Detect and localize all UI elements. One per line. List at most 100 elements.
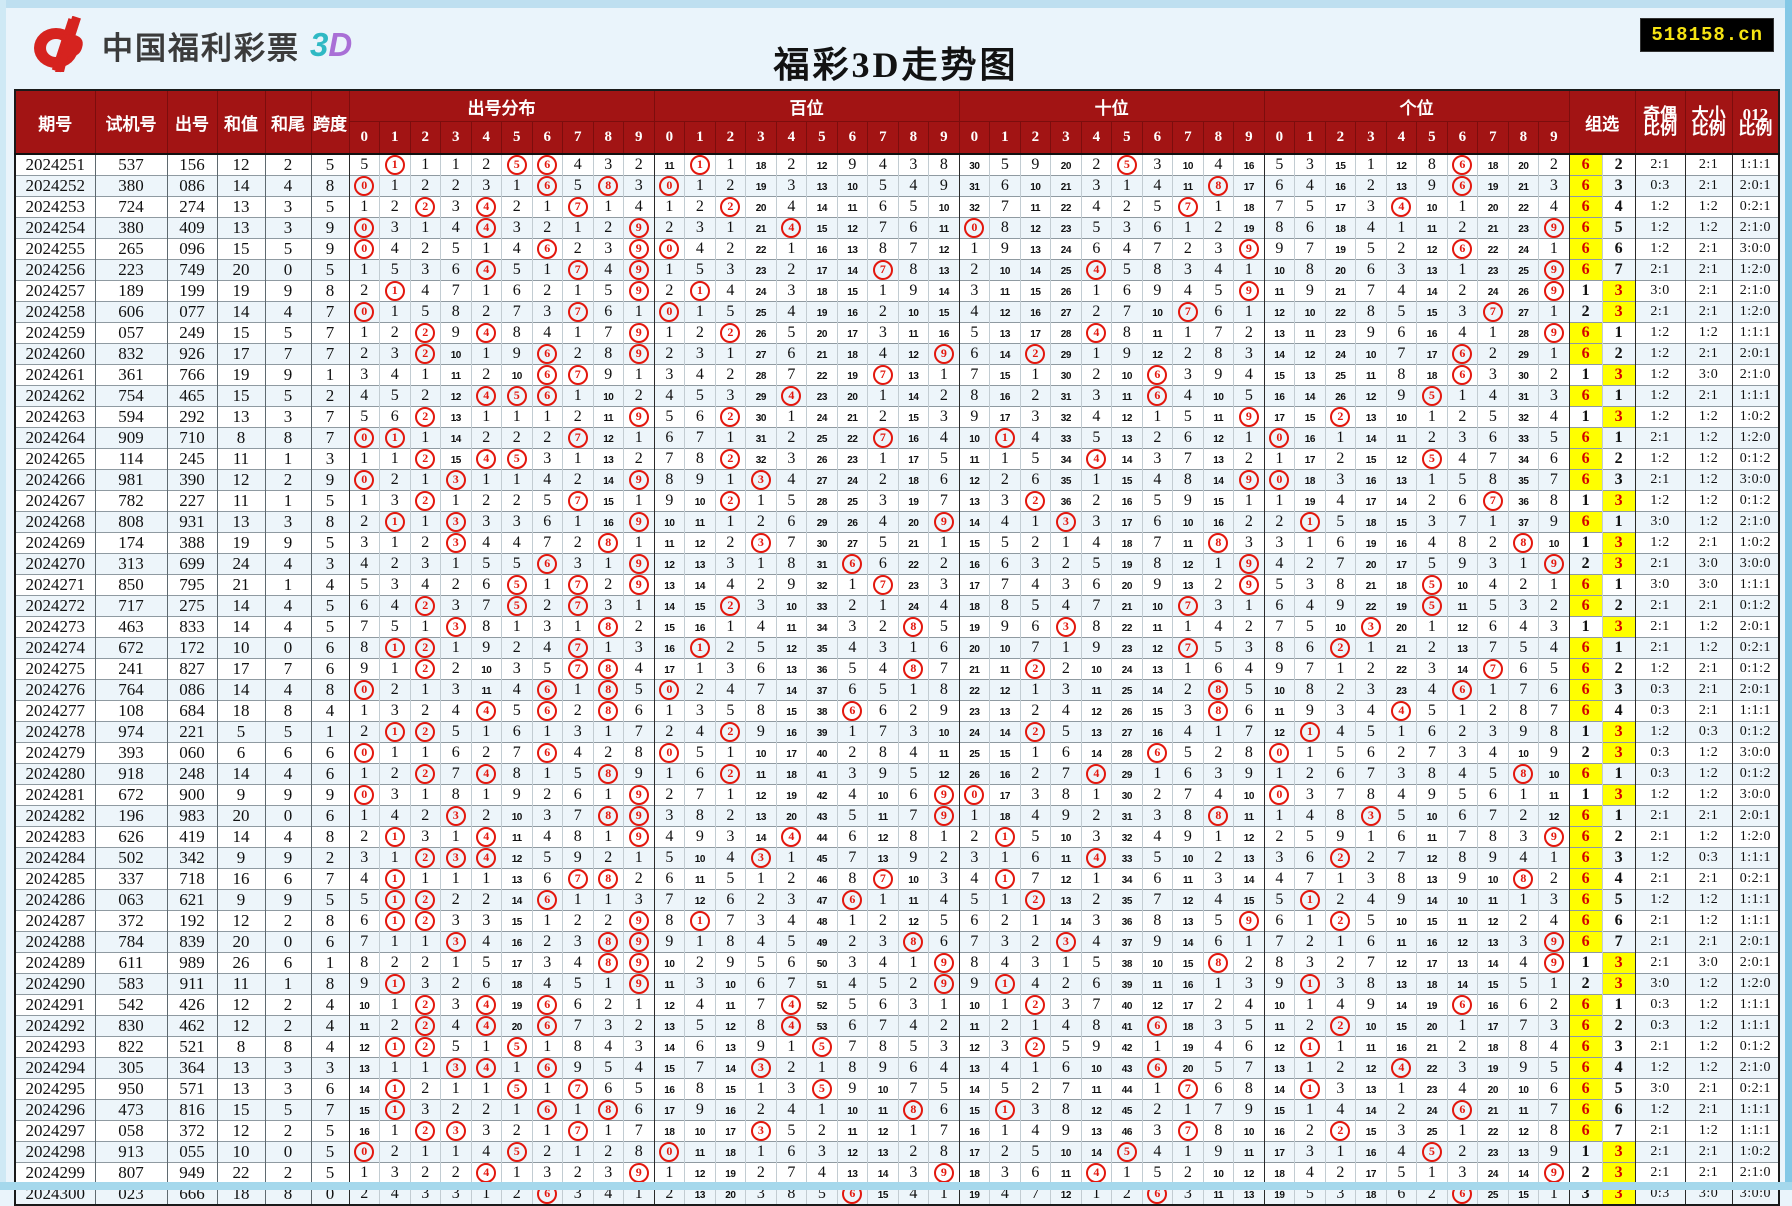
sum-tail-cell: 1 bbox=[264, 574, 311, 596]
dist-cell-0: 3 bbox=[348, 532, 380, 554]
dist-cell-3: 4 bbox=[440, 700, 471, 722]
bai-cell-5: 49 bbox=[806, 931, 838, 953]
shi-cell-0: 5 bbox=[958, 322, 990, 344]
drawn-digit-marker: 1 bbox=[1299, 1079, 1320, 1099]
bai-cell-7: 1 bbox=[867, 448, 899, 470]
group3-cell: 4 bbox=[1601, 868, 1636, 890]
shi-cell-8: 4 bbox=[1202, 889, 1234, 911]
dist-cell-8: 2 bbox=[592, 574, 624, 596]
shi-cell-0: 21 bbox=[958, 658, 990, 680]
span-cell: 6 bbox=[310, 742, 349, 764]
bai-cell-6: 24 bbox=[836, 469, 868, 491]
dist-cell-1: 4 bbox=[379, 805, 410, 827]
bai-cell-0: 1 bbox=[653, 763, 685, 785]
shi-cell-7: 11 bbox=[1172, 175, 1204, 197]
big-small-ratio-cell: 3:0 bbox=[1684, 553, 1733, 575]
big-small-ratio-cell: 1:2 bbox=[1684, 1036, 1733, 1058]
dist-cell-5: 1 bbox=[501, 616, 532, 638]
ge-cell-0: 2 bbox=[1263, 511, 1295, 533]
bai-cell-1: 1 bbox=[684, 637, 716, 659]
shi-cell-5: 7 bbox=[1111, 301, 1143, 323]
sum-tail-cell: 8 bbox=[264, 1036, 311, 1058]
drawn-digit-marker: 8 bbox=[598, 533, 619, 553]
digit-header-hundreds-4: 4 bbox=[775, 121, 808, 155]
drawn-digit-marker: 6 bbox=[537, 1058, 558, 1078]
shi-cell-5: 38 bbox=[1111, 952, 1143, 974]
shi-cell-0: 0 bbox=[958, 784, 990, 806]
test-number-cell: 784 bbox=[94, 931, 167, 953]
ge-cell-8: 9 bbox=[1507, 1057, 1539, 1079]
group3-cell: 2 bbox=[1601, 153, 1636, 176]
ge-cell-4: 18 bbox=[1385, 574, 1417, 596]
ge-cell-3: 14 bbox=[1355, 1099, 1387, 1121]
dist-cell-3: 3 bbox=[440, 595, 471, 617]
shi-cell-5: 19 bbox=[1111, 553, 1143, 575]
drawn-digit-marker: 7 bbox=[567, 302, 588, 322]
bai-cell-4: 6 bbox=[775, 343, 807, 365]
group3-cell: 3 bbox=[1601, 784, 1636, 806]
odd-even-ratio-cell: 2:1 bbox=[1634, 1036, 1686, 1058]
big-small-ratio-cell: 0:3 bbox=[1684, 721, 1733, 743]
shi-cell-5: 16 bbox=[1111, 490, 1143, 512]
draw-number-cell: 192 bbox=[166, 910, 217, 932]
drawn-digit-marker: 8 bbox=[598, 659, 619, 679]
bai-cell-0: 0 bbox=[653, 679, 685, 701]
shi-cell-9: 15 bbox=[1233, 889, 1265, 911]
drawn-digit-marker: 4 bbox=[476, 260, 497, 280]
bai-cell-5: 46 bbox=[806, 868, 838, 890]
ge-cell-2: 3 bbox=[1324, 973, 1356, 995]
dist-cell-8: 15 bbox=[592, 490, 624, 512]
dist-cell-8: 1 bbox=[592, 889, 624, 911]
ge-cell-6: 8 bbox=[1446, 847, 1478, 869]
big-small-ratio-cell: 3:0 bbox=[1684, 574, 1733, 596]
drawn-digit-marker: 9 bbox=[628, 260, 649, 280]
drawn-digit-marker: 4 bbox=[1086, 1163, 1107, 1183]
ge-cell-5: 2 bbox=[1416, 427, 1448, 449]
bai-cell-1: 1 bbox=[684, 175, 716, 197]
ge-cell-0: 1 bbox=[1263, 763, 1295, 785]
dist-cell-7: 5 bbox=[562, 973, 593, 995]
drawn-digit-marker: 1 bbox=[1299, 890, 1320, 910]
span-cell: 3 bbox=[310, 448, 349, 470]
group3-cell: 1 bbox=[1601, 385, 1636, 407]
ge-cell-7: 1 bbox=[1477, 322, 1509, 344]
test-number-cell: 058 bbox=[94, 1120, 167, 1142]
shi-cell-8: 1 bbox=[1202, 826, 1234, 848]
ge-cell-9: 12 bbox=[1538, 805, 1570, 827]
shi-cell-5: 34 bbox=[1111, 868, 1143, 890]
bai-cell-8: 13 bbox=[897, 364, 929, 386]
ge-cell-9: 2 bbox=[1538, 994, 1570, 1016]
shi-cell-6: 8 bbox=[1141, 259, 1173, 281]
dist-cell-4: 2 bbox=[470, 742, 502, 764]
dist-cell-7: 5 bbox=[562, 763, 593, 785]
ge-cell-0: 0 bbox=[1263, 469, 1295, 491]
dist-cell-5: 1 bbox=[501, 1057, 532, 1079]
drawn-digit-marker: 4 bbox=[476, 197, 497, 217]
dist-cell-6: 1 bbox=[531, 574, 563, 596]
bai-cell-5: 26 bbox=[806, 448, 838, 470]
sum-cell: 20 bbox=[216, 931, 265, 953]
dist-cell-1: 3 bbox=[379, 217, 410, 239]
drawn-digit-marker: 8 bbox=[598, 701, 619, 721]
dist-cell-1: 2 bbox=[379, 679, 410, 701]
dist-cell-7: 6 bbox=[562, 994, 593, 1016]
sum-cell: 17 bbox=[216, 343, 265, 365]
shi-cell-0: 3 bbox=[958, 280, 990, 302]
shi-cell-4: 11 bbox=[1080, 679, 1112, 701]
draw-number-cell: 931 bbox=[166, 511, 217, 533]
ge-cell-2: 4 bbox=[1324, 721, 1356, 743]
bai-cell-4: 19 bbox=[775, 784, 807, 806]
big-small-ratio-cell: 1:2 bbox=[1684, 910, 1733, 932]
bai-cell-3: 26 bbox=[745, 322, 777, 344]
shi-cell-9: 19 bbox=[1233, 217, 1265, 239]
span-cell: 5 bbox=[310, 616, 349, 638]
shi-cell-3: 4 bbox=[1050, 1015, 1082, 1037]
table-row: 2024274 672 172 10 0 6 8 1 2 1 9 2 4 7 1 3 16 1 2 5 12 35 4 3 1 6… bbox=[14, 637, 1780, 659]
shi-cell-3: 2 bbox=[1050, 973, 1082, 995]
ge-cell-3: 5 bbox=[1355, 910, 1387, 932]
issue-cell: 2024278 bbox=[14, 721, 95, 743]
bai-cell-5: 5 bbox=[806, 1078, 838, 1100]
dist-cell-3: 1 bbox=[440, 490, 471, 512]
odd-even-ratio-cell: 2:1 bbox=[1634, 868, 1686, 890]
span-cell: 9 bbox=[310, 217, 349, 239]
